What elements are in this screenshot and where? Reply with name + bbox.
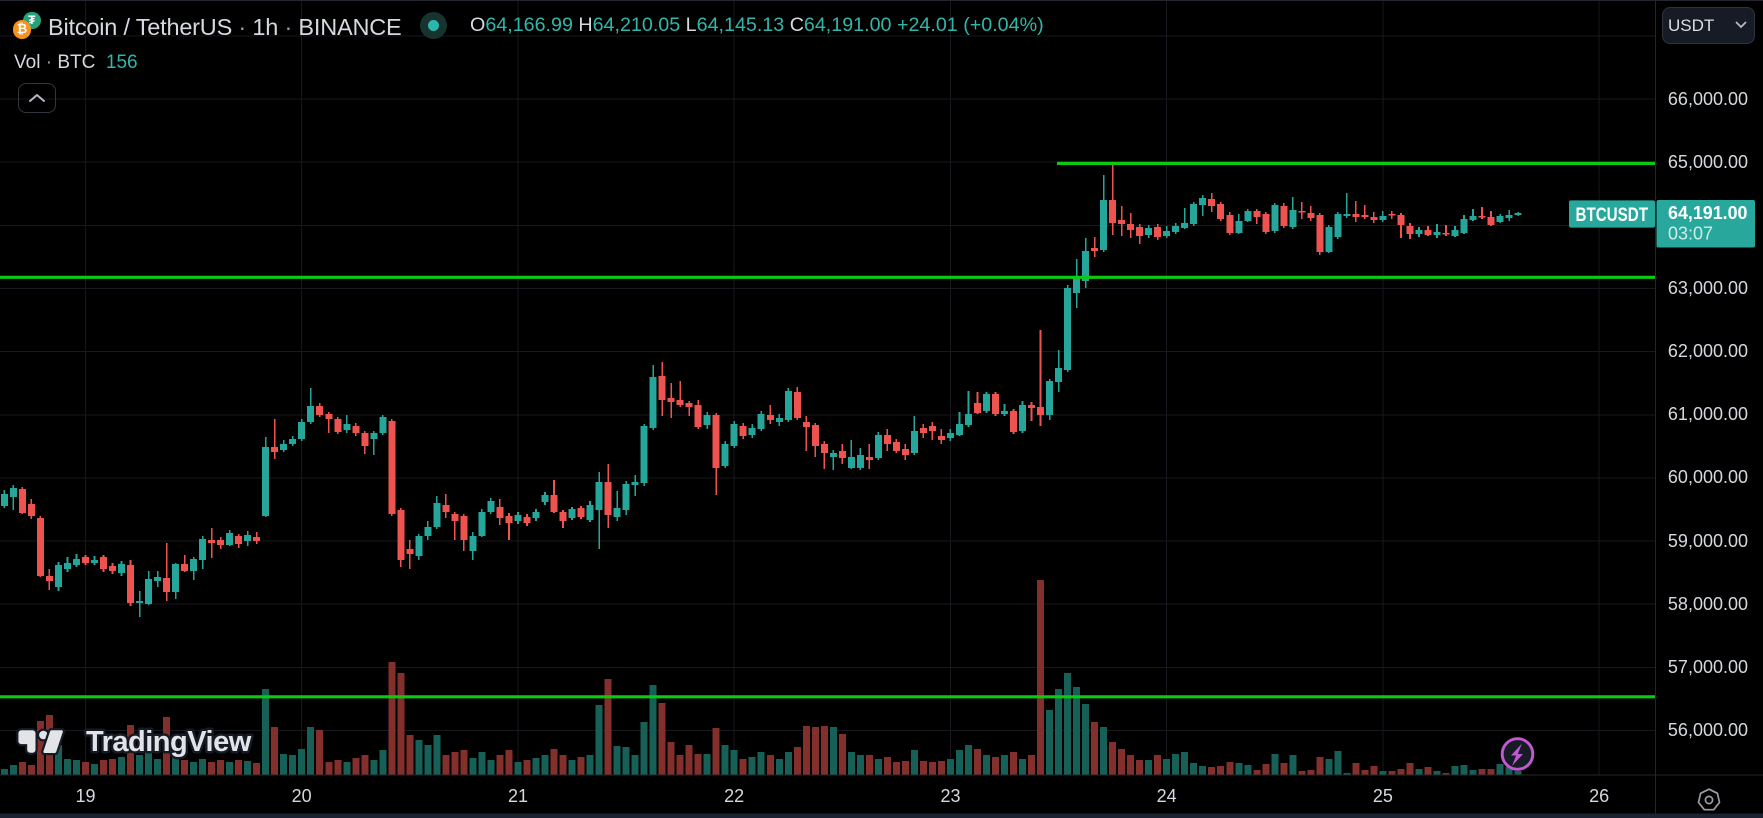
svg-text:64,191.00: 64,191.00 [1668, 202, 1748, 223]
svg-text:TradingView: TradingView [86, 726, 252, 758]
svg-text:03:07: 03:07 [1668, 224, 1713, 244]
svg-text:BTCUSDT: BTCUSDT [1576, 205, 1649, 226]
